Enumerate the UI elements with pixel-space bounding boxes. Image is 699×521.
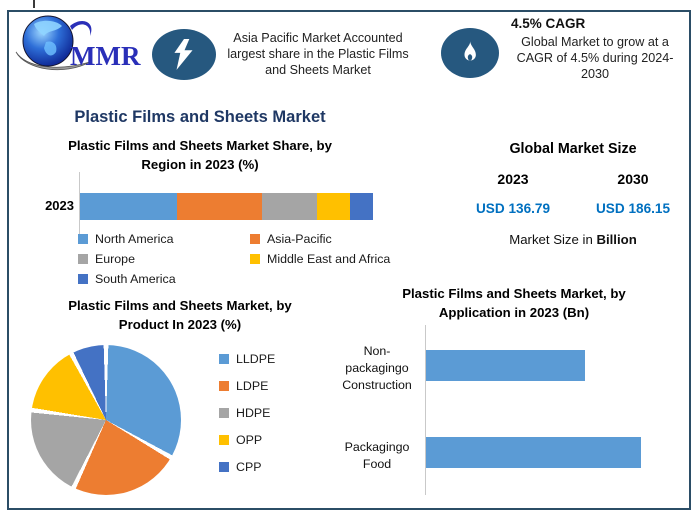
app-bar-0: [426, 350, 585, 381]
legend-label: North America: [95, 232, 174, 246]
claim-text: Asia Pacific Market Accounted largest sh…: [227, 31, 409, 77]
bar-segment-middle-east-and-africa: [317, 193, 350, 220]
cagr-block: 4.5% CAGR Global Market to grow at a CAG…: [497, 16, 693, 82]
app-bar-1: [426, 437, 641, 468]
legend-marker: [219, 435, 229, 445]
legend-label: LDPE: [236, 379, 269, 393]
legend-label: CPP: [236, 460, 262, 474]
legend-label: Europe: [95, 252, 135, 266]
market-size-note: Market Size in Billion: [453, 232, 693, 247]
lightning-icon: [152, 29, 216, 80]
legend-item-europe: Europe: [78, 252, 250, 266]
region-chart-axis: [79, 172, 80, 234]
legend-marker: [219, 408, 229, 418]
region-axis-label: 2023: [45, 198, 74, 213]
legend-item-cpp: CPP: [219, 460, 275, 474]
cagr-title: 4.5% CAGR: [511, 16, 586, 31]
app-bar-label-1: Packagingo Food: [344, 440, 410, 471]
legend-item-south-america: South America: [78, 272, 250, 286]
legend-item-ldpe: LDPE: [219, 379, 275, 393]
market-size-year-2030: 2030: [617, 171, 649, 187]
legend-label: OPP: [236, 433, 263, 447]
market-size-panel: Global Market Size 2023 2030 USD 136.79 …: [453, 141, 693, 247]
stray-mark: [33, 0, 35, 8]
legend-marker: [219, 462, 229, 472]
market-size-title: Global Market Size: [509, 141, 637, 157]
legend-marker: [78, 274, 88, 284]
app-bar-label-0: Non- packagingo Construction: [342, 344, 412, 392]
region-legend: North America Asia-Pacific Europe Middle Ea…: [78, 232, 393, 286]
market-size-note-prefix: Market Size in: [509, 232, 597, 247]
legend-item-hdpe: HDPE: [219, 406, 275, 420]
market-size-value-2030: USD 186.15: [595, 201, 671, 216]
legend-marker: [78, 254, 88, 264]
main-title: Plastic Films and Sheets Market: [74, 108, 326, 126]
bar-segment-north-america: [80, 193, 177, 220]
legend-item-lldpe: LLDPE: [219, 352, 275, 366]
bar-segment-south-america: [349, 193, 373, 220]
market-size-value-2023: USD 136.79: [475, 201, 551, 216]
legend-label: HDPE: [236, 406, 271, 420]
cagr-text: Global Market to grow at a CAGR of 4.5% …: [516, 35, 674, 81]
legend-label: Middle East and Africa: [267, 252, 391, 266]
frame-border: [7, 10, 691, 510]
legend-label: Asia-Pacific: [267, 232, 332, 246]
product-legend: LLDPE LDPE HDPE OPP CPP: [219, 352, 275, 487]
bar-segment-europe: [261, 193, 318, 220]
legend-marker: [219, 354, 229, 364]
bar-segment-asia-pacific: [176, 193, 262, 220]
application-chart-title: Plastic Films and Sheets Market, by Appl…: [402, 286, 626, 320]
legend-marker: [219, 381, 229, 391]
legend-label: South America: [95, 272, 176, 286]
product-pie: [31, 345, 181, 495]
flame-icon: [441, 28, 499, 78]
legend-item-north-america: North America: [78, 232, 250, 246]
globe-icon: [15, 15, 92, 71]
market-size-year-2023: 2023: [497, 171, 529, 187]
region-stacked-bar: [80, 193, 373, 220]
logo-text: MMR: [70, 41, 141, 71]
legend-marker: [78, 234, 88, 244]
legend-item-middle-east-and-africa: Middle East and Africa: [250, 252, 393, 266]
application-chart-axis: [425, 325, 426, 495]
market-size-note-unit: Billion: [596, 232, 637, 247]
product-chart-title: Plastic Films and Sheets Market, by Prod…: [68, 298, 292, 332]
legend-marker: [250, 234, 260, 244]
legend-label: LLDPE: [236, 352, 276, 366]
legend-item-asia-pacific: Asia-Pacific: [250, 232, 393, 246]
mmr-logo: MMR: [15, 15, 141, 71]
legend-marker: [250, 254, 260, 264]
legend-item-opp: OPP: [219, 433, 275, 447]
region-chart-title: Plastic Films and Sheets Market Share, b…: [68, 138, 332, 172]
